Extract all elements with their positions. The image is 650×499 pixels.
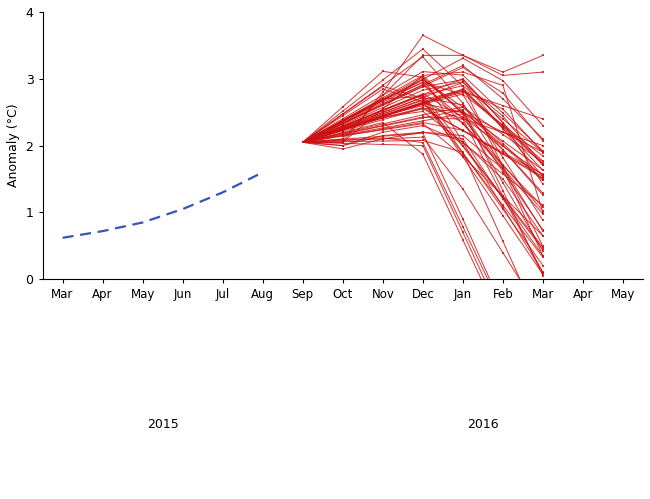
Y-axis label: Anomaly (°C): Anomaly (°C)	[7, 104, 20, 188]
Text: 2016: 2016	[467, 418, 499, 431]
Text: 2015: 2015	[147, 418, 179, 431]
